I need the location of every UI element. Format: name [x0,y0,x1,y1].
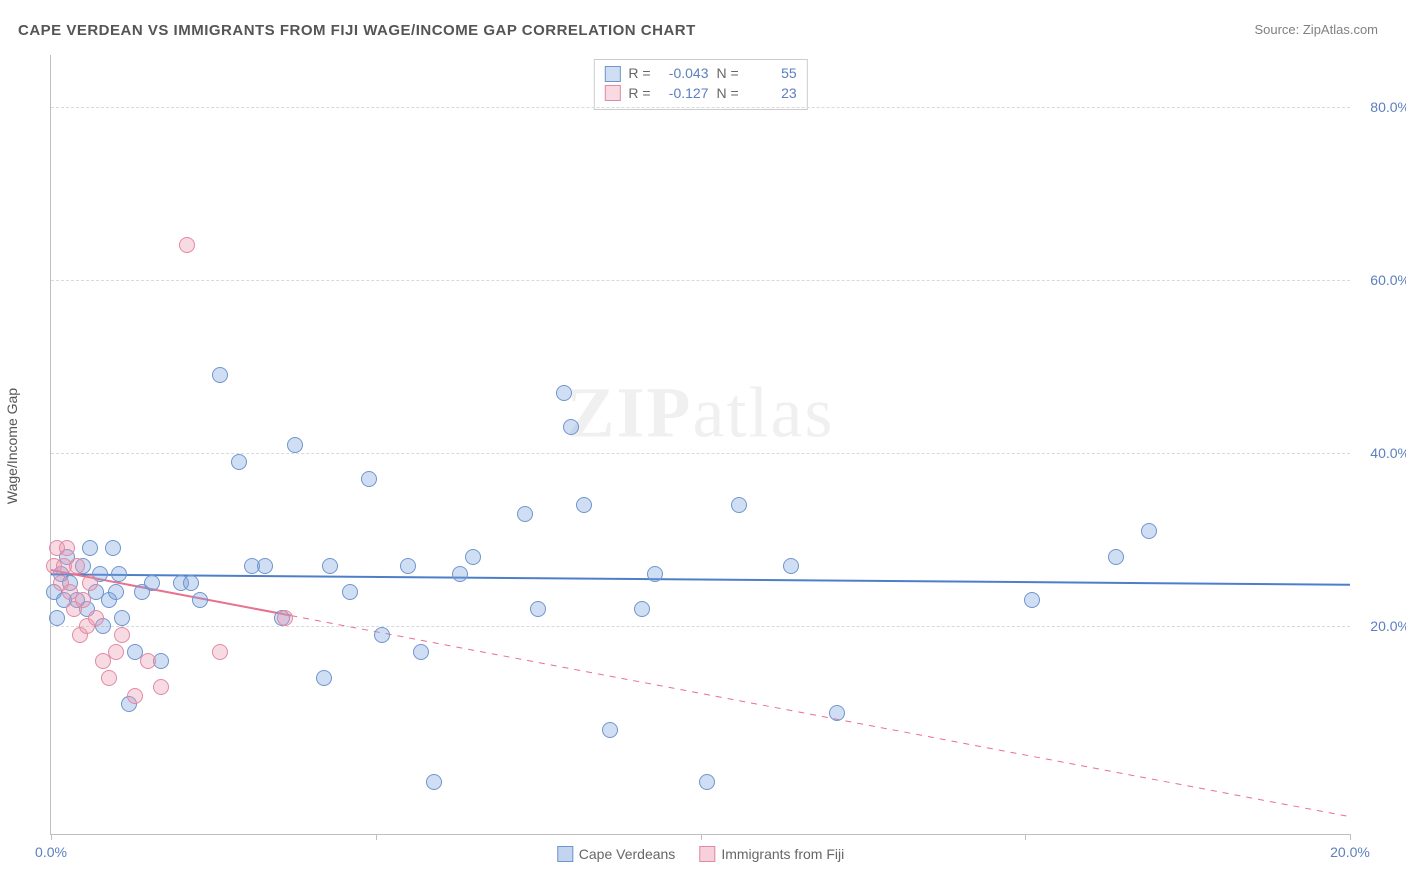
watermark-atlas: atlas [693,373,835,453]
plot-area: ZIPatlas R = -0.043 N = 55 R = -0.127 N … [50,55,1350,835]
scatter-point [465,549,481,565]
scatter-point [1141,523,1157,539]
legend-item-2: Immigrants from Fiji [699,846,844,862]
scatter-point [602,722,618,738]
scatter-point [829,705,845,721]
scatter-point [88,610,104,626]
corr-r-value-2: -0.127 [659,84,709,104]
scatter-point [111,566,127,582]
x-tick-mark [701,834,702,840]
scatter-point [192,592,208,608]
legend-label-2: Immigrants from Fiji [721,846,844,862]
scatter-point [530,601,546,617]
scatter-point [342,584,358,600]
scatter-point [114,627,130,643]
chart-title: CAPE VERDEAN VS IMMIGRANTS FROM FIJI WAG… [18,22,696,39]
corr-n-label: N = [717,64,739,84]
scatter-point [108,644,124,660]
corr-n-label: N = [717,84,739,104]
y-tick-label: 20.0% [1355,618,1406,634]
x-tick-mark [1025,834,1026,840]
x-tick-mark [376,834,377,840]
y-tick-label: 60.0% [1355,272,1406,288]
legend-swatch-1 [557,846,573,862]
scatter-point [101,670,117,686]
corr-swatch-2 [604,85,620,101]
source-label: Source: ZipAtlas.com [1254,22,1378,37]
legend-item-1: Cape Verdeans [557,846,676,862]
scatter-point [212,367,228,383]
scatter-point [1108,549,1124,565]
scatter-point [59,540,75,556]
legend-swatch-2 [699,846,715,862]
scatter-point [1024,592,1040,608]
scatter-point [316,670,332,686]
scatter-point [69,558,85,574]
x-tick-label: 0.0% [35,844,67,860]
scatter-point [183,575,199,591]
y-tick-label: 40.0% [1355,445,1406,461]
corr-swatch-1 [604,66,620,82]
corr-n-value-2: 23 [747,84,797,104]
scatter-point [82,575,98,591]
corr-r-value-1: -0.043 [659,64,709,84]
scatter-point [140,653,156,669]
scatter-point [231,454,247,470]
scatter-point [576,497,592,513]
gridline [51,107,1350,108]
scatter-point [212,644,228,660]
watermark-zip: ZIP [567,373,693,453]
scatter-point [374,627,390,643]
scatter-point [257,558,273,574]
corr-row-1: R = -0.043 N = 55 [604,64,796,84]
trend-lines-layer [51,55,1350,834]
gridline [51,626,1350,627]
watermark: ZIPatlas [567,372,835,455]
scatter-point [400,558,416,574]
scatter-point [731,497,747,513]
scatter-point [563,419,579,435]
scatter-point [517,506,533,522]
scatter-point [144,575,160,591]
scatter-point [127,688,143,704]
x-tick-mark [1350,834,1351,840]
y-axis-label: Wage/Income Gap [4,388,20,504]
corr-n-value-1: 55 [747,64,797,84]
legend: Cape Verdeans Immigrants from Fiji [557,846,844,862]
scatter-point [108,584,124,600]
scatter-point [287,437,303,453]
y-tick-label: 80.0% [1355,99,1406,115]
scatter-point [105,540,121,556]
corr-row-2: R = -0.127 N = 23 [604,84,796,104]
scatter-point [361,471,377,487]
scatter-point [75,592,91,608]
legend-label-1: Cape Verdeans [579,846,676,862]
gridline [51,453,1350,454]
scatter-point [783,558,799,574]
gridline [51,280,1350,281]
x-tick-label: 20.0% [1330,844,1370,860]
scatter-point [114,610,130,626]
scatter-point [153,679,169,695]
corr-r-label: R = [628,64,650,84]
scatter-point [322,558,338,574]
correlation-box: R = -0.043 N = 55 R = -0.127 N = 23 [593,59,807,110]
scatter-point [277,610,293,626]
scatter-point [426,774,442,790]
scatter-point [49,610,65,626]
scatter-point [82,540,98,556]
scatter-point [647,566,663,582]
corr-r-label: R = [628,84,650,104]
scatter-point [413,644,429,660]
scatter-point [699,774,715,790]
scatter-point [179,237,195,253]
scatter-point [556,385,572,401]
x-tick-mark [51,834,52,840]
scatter-point [452,566,468,582]
scatter-point [634,601,650,617]
